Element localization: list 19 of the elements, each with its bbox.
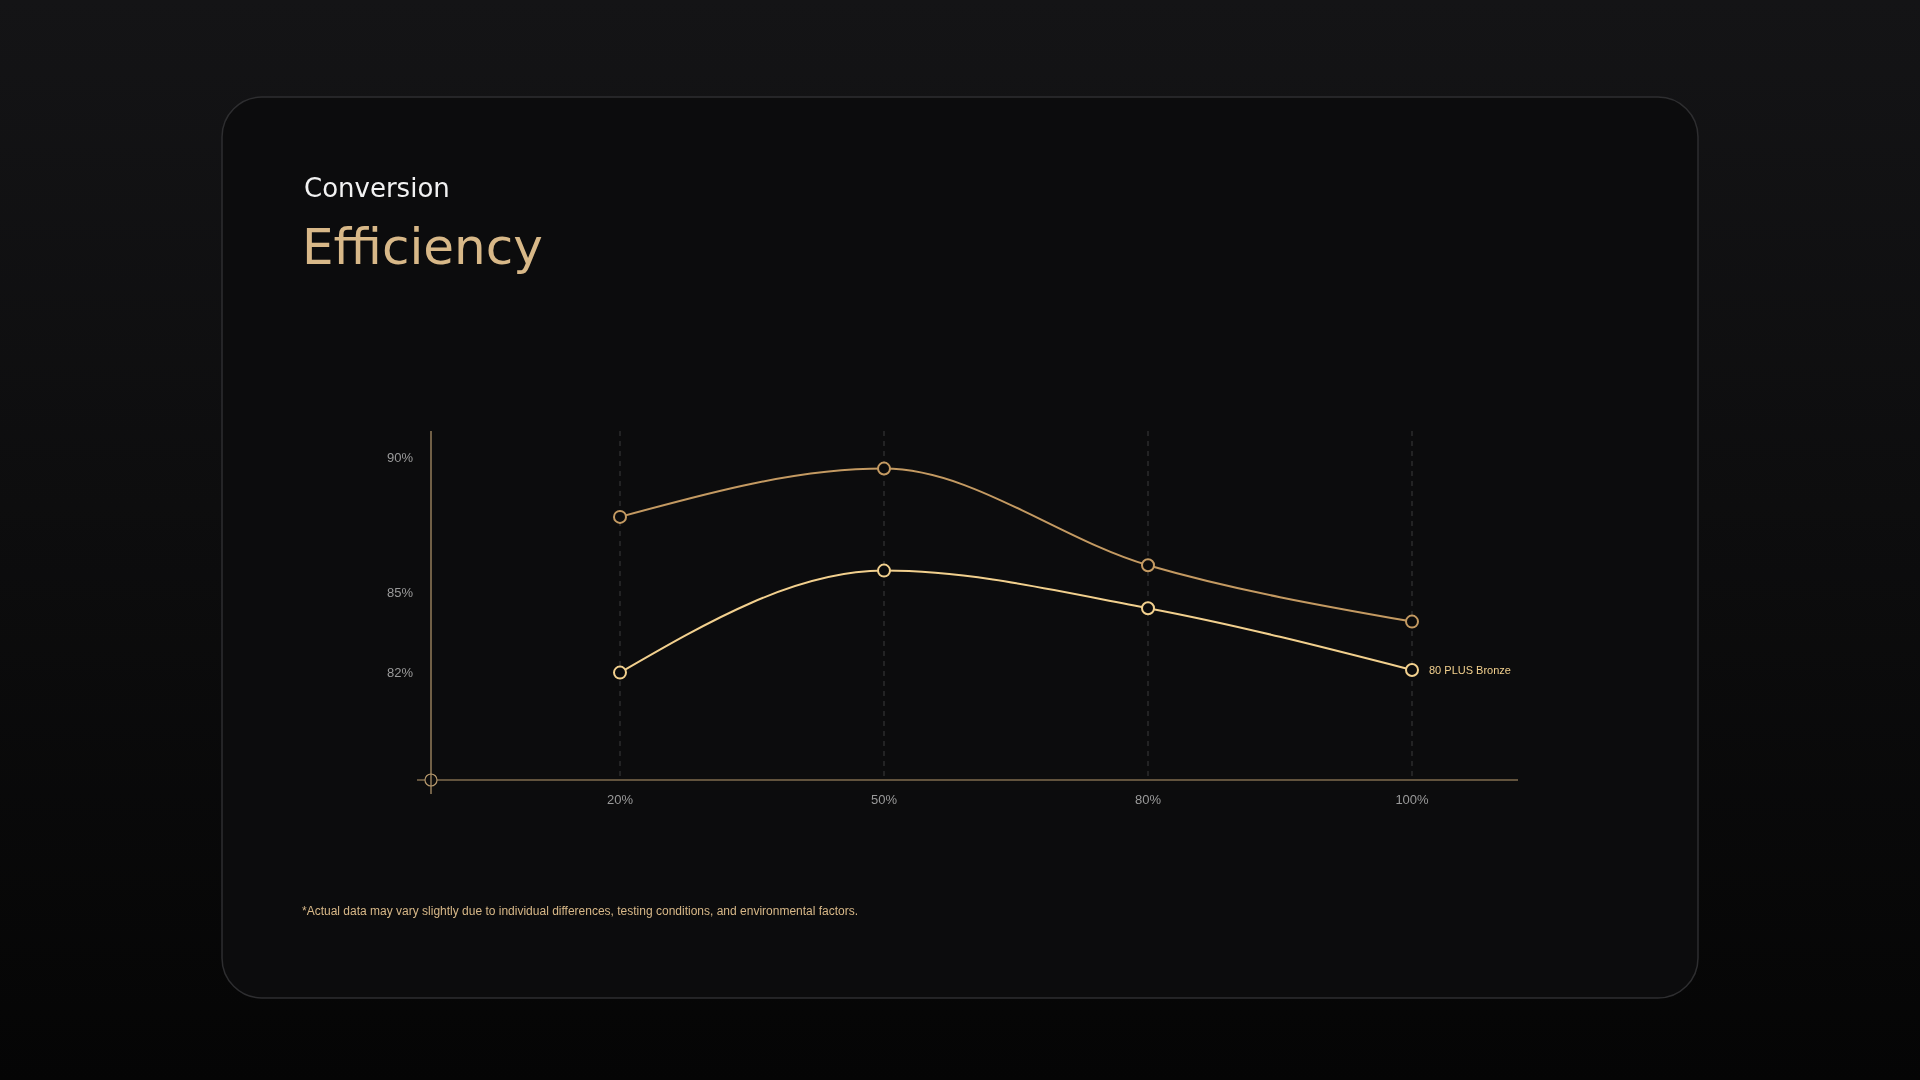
point xyxy=(1141,558,1155,573)
x-tick-label: 20% xyxy=(606,792,634,807)
y-tick-label: 90% xyxy=(386,450,414,466)
series-label: 80 PLUS Bronze xyxy=(1429,663,1511,676)
point xyxy=(613,665,627,680)
point xyxy=(1141,601,1155,616)
x-tick-label: 50% xyxy=(870,792,898,807)
point xyxy=(877,461,891,476)
chart-subtitle: Conversion xyxy=(304,173,450,203)
x-tick-label: 100% xyxy=(1395,792,1430,807)
text: *Actual data may vary slightly due to individual differences, testing conditions, and environmental factors. xyxy=(302,904,859,918)
point xyxy=(1405,662,1419,677)
point xyxy=(1405,614,1419,629)
point xyxy=(613,509,627,524)
point xyxy=(877,563,891,578)
y-tick-label: 82% xyxy=(386,665,414,681)
chart-title: Efficiency xyxy=(302,218,543,276)
y-tick-label: 85% xyxy=(386,584,414,600)
x-tick-label: 80% xyxy=(1134,792,1162,807)
